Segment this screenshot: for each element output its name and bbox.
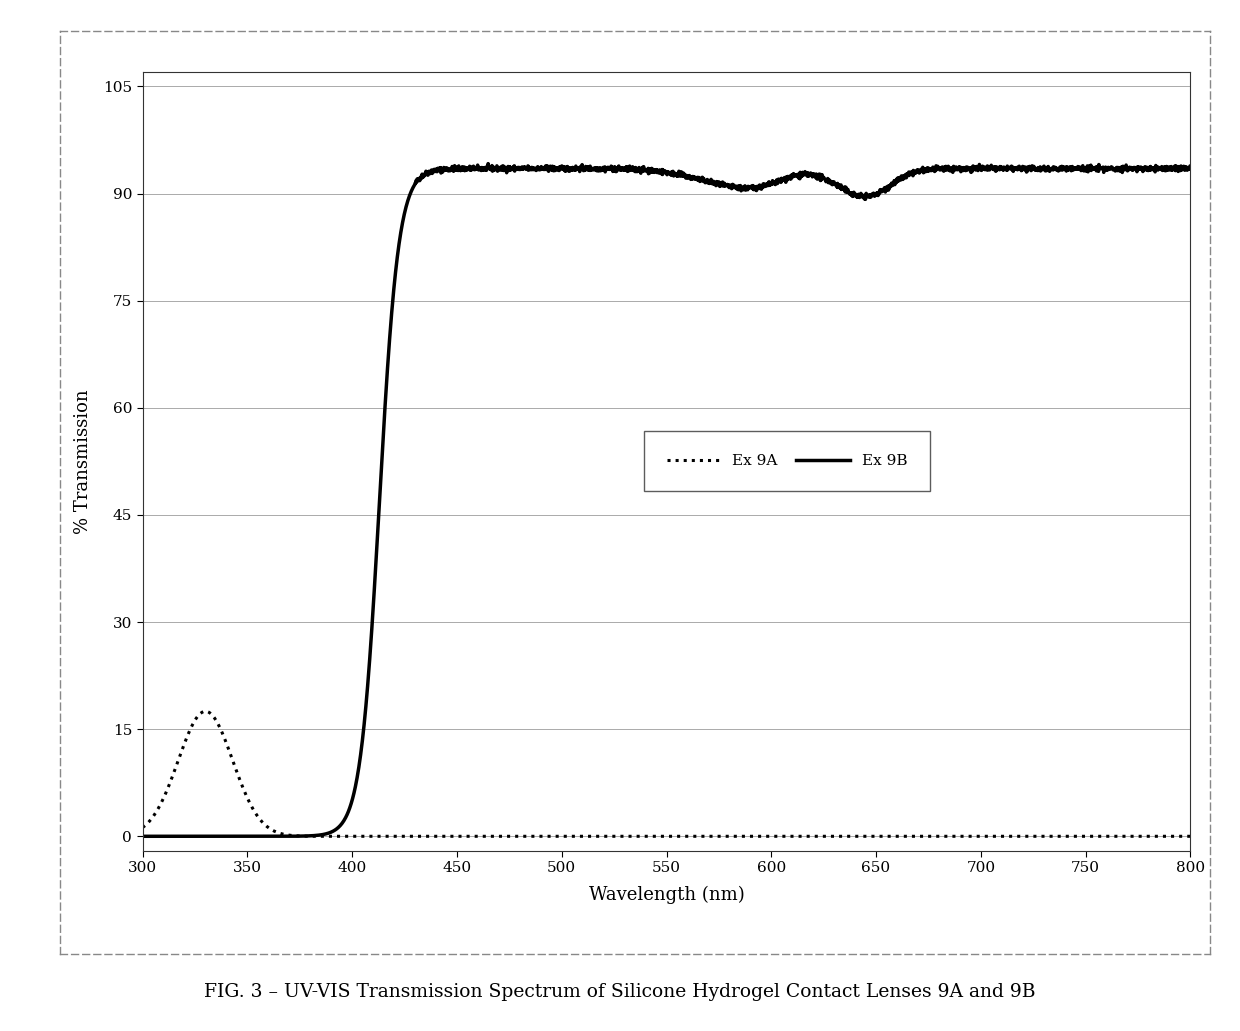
Legend: Ex 9A, Ex 9B: Ex 9A, Ex 9B: [644, 431, 930, 492]
Ex 9A: [198, 705, 213, 718]
Ex 9A: [1183, 830, 1198, 842]
Ex 9B: [135, 830, 150, 842]
Ex 9A: [317, 830, 332, 842]
Ex 9A: [583, 830, 598, 842]
Ex 9A: [1050, 830, 1065, 842]
Ex 9B: [1050, 163, 1065, 175]
Ex 9A: [255, 817, 270, 829]
Ex 9A: [135, 822, 150, 834]
Ex 9B: [583, 160, 598, 172]
Text: FIG. 3 – UV-VIS Transmission Spectrum of Silicone Hydrogel Contact Lenses 9A and: FIG. 3 – UV-VIS Transmission Spectrum of…: [205, 983, 1035, 1001]
Ex 9B: [537, 162, 552, 174]
Ex 9B: [1183, 163, 1198, 175]
Ex 9B: [481, 158, 496, 170]
X-axis label: Wavelength (nm): Wavelength (nm): [589, 886, 744, 904]
Ex 9A: [1163, 830, 1178, 842]
Ex 9B: [317, 828, 332, 840]
Ex 9B: [254, 830, 269, 842]
Line: Ex 9A: Ex 9A: [143, 711, 1190, 836]
Line: Ex 9B: Ex 9B: [143, 164, 1190, 836]
Y-axis label: % Transmission: % Transmission: [74, 389, 92, 534]
Ex 9B: [1163, 162, 1178, 174]
Ex 9A: [537, 830, 552, 842]
